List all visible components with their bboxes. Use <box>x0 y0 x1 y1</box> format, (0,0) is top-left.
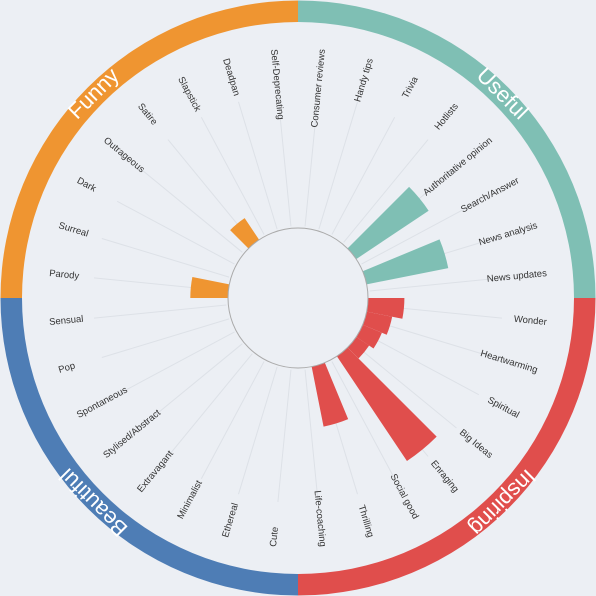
category-label: Enraging <box>428 458 461 494</box>
bar <box>230 218 260 249</box>
category-label: Trivia <box>400 74 421 100</box>
bar <box>356 324 382 349</box>
spoke <box>304 93 319 227</box>
group-label: Beautiful <box>54 464 132 542</box>
bar <box>362 311 393 335</box>
category-label: Stylised/Abstract <box>101 407 163 461</box>
spoke <box>369 277 503 292</box>
spoke <box>277 369 292 503</box>
spoke <box>139 167 243 253</box>
group-ring <box>0 0 298 298</box>
category-label: Deadpan <box>220 57 242 97</box>
category-label: Extravagant <box>135 448 176 494</box>
spoke <box>331 361 396 480</box>
spoke <box>343 139 429 243</box>
category-label: Spontaneous <box>75 384 130 420</box>
category-label: Social good <box>388 472 421 521</box>
category-label: Pop <box>57 360 76 375</box>
category-label: Surreal <box>57 220 89 239</box>
group-ring <box>298 0 596 298</box>
category-label: Spiritual <box>486 395 521 421</box>
spoke <box>139 343 243 429</box>
category-label: Slapstick <box>175 75 203 114</box>
spoke <box>238 366 278 495</box>
category-label: Hotlists <box>433 101 461 132</box>
spoke <box>200 361 265 480</box>
bar <box>366 298 405 319</box>
category-label: Outrageous <box>101 135 147 175</box>
spoke <box>116 200 235 265</box>
spoke <box>361 200 480 265</box>
group-label: Inspiring <box>464 464 540 540</box>
category-label: Life-coaching <box>311 490 327 547</box>
category-label: Ethereal <box>220 502 241 539</box>
group-label: Useful <box>472 62 534 124</box>
category-label: News analysis <box>478 220 540 248</box>
spoke <box>318 101 358 230</box>
category-label: News updates <box>486 268 547 285</box>
bar <box>347 336 370 359</box>
spoke <box>353 343 457 429</box>
category-label: Parody <box>49 268 80 282</box>
bar <box>311 362 349 427</box>
category-label: Cute <box>268 526 281 547</box>
category-label: Search/Answer <box>459 175 521 215</box>
spoke <box>93 304 227 319</box>
spoke <box>101 238 230 278</box>
category-label: Minimalist <box>175 478 205 521</box>
category-label: Wonder <box>513 314 547 328</box>
category-label: Sensual <box>49 314 84 328</box>
category-label: Satire <box>135 101 159 127</box>
spoke <box>116 331 235 396</box>
spoke <box>304 369 319 503</box>
group-ring <box>298 298 596 596</box>
category-label: Consumer reviews <box>309 48 328 128</box>
spoke <box>277 93 292 227</box>
spoke <box>167 353 253 457</box>
category-label: Authoritative opinion <box>421 135 495 198</box>
spoke <box>101 318 230 358</box>
group-label: Funny <box>63 63 124 124</box>
category-label: Thrilling <box>356 504 376 539</box>
spoke <box>361 331 480 396</box>
spoke <box>238 101 278 230</box>
category-label: Big Ideas <box>457 427 495 461</box>
group-ring <box>0 298 298 596</box>
bar <box>347 186 429 260</box>
category-label: Handy tips <box>352 57 376 103</box>
bar <box>190 276 230 298</box>
spoke <box>200 116 265 235</box>
inner-circle <box>227 227 369 369</box>
bar <box>362 239 449 285</box>
bar <box>336 347 437 462</box>
spoke <box>331 116 396 235</box>
category-label: Heartwarming <box>479 348 539 376</box>
category-label: Self-Deprecating <box>268 49 286 121</box>
category-label: Dark <box>75 175 98 194</box>
